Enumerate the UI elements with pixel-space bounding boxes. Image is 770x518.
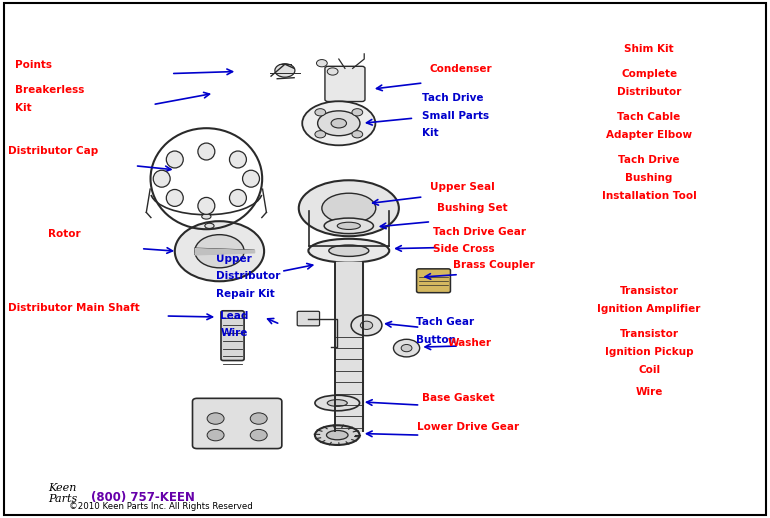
Ellipse shape	[198, 143, 215, 160]
Ellipse shape	[322, 193, 376, 223]
Ellipse shape	[198, 197, 215, 214]
Text: Breakerless: Breakerless	[15, 85, 85, 95]
Ellipse shape	[315, 425, 360, 445]
Text: Points: Points	[15, 60, 52, 69]
Circle shape	[250, 413, 267, 424]
Text: Rotor: Rotor	[48, 229, 80, 239]
Text: Complete: Complete	[621, 69, 677, 79]
Circle shape	[207, 413, 224, 424]
Text: Lead: Lead	[220, 311, 249, 321]
Text: (800) 757-KEEN: (800) 757-KEEN	[91, 491, 195, 504]
Text: Tach Cable: Tach Cable	[618, 112, 681, 122]
Text: Ignition Amplifier: Ignition Amplifier	[598, 304, 701, 313]
Text: Small Parts: Small Parts	[422, 111, 489, 121]
Circle shape	[275, 64, 295, 77]
Text: Wire: Wire	[220, 328, 248, 338]
Circle shape	[207, 429, 224, 441]
Circle shape	[250, 429, 267, 441]
Circle shape	[360, 321, 373, 329]
Text: Shim Kit: Shim Kit	[624, 44, 674, 53]
Ellipse shape	[315, 395, 360, 411]
Text: Repair Kit: Repair Kit	[216, 289, 274, 299]
Ellipse shape	[329, 245, 369, 256]
Ellipse shape	[299, 180, 399, 236]
Ellipse shape	[326, 430, 348, 440]
Circle shape	[315, 109, 326, 116]
Text: Condenser: Condenser	[430, 64, 492, 74]
Ellipse shape	[166, 190, 183, 206]
Circle shape	[352, 131, 363, 138]
Ellipse shape	[166, 151, 183, 168]
Text: Tach Drive: Tach Drive	[618, 155, 680, 165]
Text: Side Cross: Side Cross	[433, 244, 494, 254]
FancyBboxPatch shape	[325, 66, 365, 102]
Text: Ignition Pickup: Ignition Pickup	[604, 347, 694, 357]
Ellipse shape	[153, 170, 170, 187]
Ellipse shape	[317, 111, 360, 136]
Text: Distributor: Distributor	[617, 87, 681, 97]
Circle shape	[315, 131, 326, 138]
Text: Base Gasket: Base Gasket	[422, 393, 494, 402]
Circle shape	[175, 221, 264, 281]
Text: Kit: Kit	[422, 128, 439, 138]
Text: Distributor Cap: Distributor Cap	[8, 146, 98, 156]
Circle shape	[316, 60, 327, 67]
Ellipse shape	[327, 400, 347, 406]
Circle shape	[327, 68, 338, 75]
Circle shape	[393, 339, 420, 357]
Text: Wire: Wire	[635, 387, 663, 397]
Text: Washer: Washer	[448, 338, 492, 348]
Text: Bushing: Bushing	[625, 173, 673, 183]
Text: Installation Tool: Installation Tool	[601, 191, 697, 200]
Text: Keen
Parts: Keen Parts	[48, 483, 77, 505]
FancyBboxPatch shape	[221, 311, 244, 361]
Ellipse shape	[331, 119, 347, 128]
Circle shape	[195, 235, 244, 268]
FancyBboxPatch shape	[417, 269, 450, 293]
FancyBboxPatch shape	[297, 311, 320, 326]
Circle shape	[351, 315, 382, 336]
Ellipse shape	[308, 239, 390, 263]
Text: Coil: Coil	[638, 365, 660, 375]
Ellipse shape	[324, 218, 373, 234]
Text: Upper: Upper	[216, 254, 251, 264]
Text: Tach Gear: Tach Gear	[416, 317, 474, 327]
Ellipse shape	[205, 223, 214, 228]
Text: Kit: Kit	[15, 103, 32, 112]
Text: Tach Drive Gear: Tach Drive Gear	[433, 227, 526, 237]
Text: Distributor Main Shaft: Distributor Main Shaft	[8, 303, 139, 313]
Text: Adapter Elbow: Adapter Elbow	[606, 130, 692, 139]
Circle shape	[352, 109, 363, 116]
Text: Upper Seal: Upper Seal	[430, 182, 494, 192]
Text: ©2010 Keen Parts Inc. All Rights Reserved: ©2010 Keen Parts Inc. All Rights Reserve…	[69, 502, 253, 511]
Text: Bushing Set: Bushing Set	[437, 203, 508, 213]
Ellipse shape	[229, 190, 246, 206]
Text: Transistor: Transistor	[620, 286, 678, 296]
Circle shape	[401, 344, 412, 352]
Text: Distributor: Distributor	[216, 271, 280, 281]
Text: Lower Drive Gear: Lower Drive Gear	[417, 422, 520, 431]
Ellipse shape	[302, 102, 376, 146]
Text: Button: Button	[416, 335, 456, 344]
Ellipse shape	[229, 151, 246, 168]
Ellipse shape	[202, 214, 211, 219]
FancyBboxPatch shape	[192, 398, 282, 449]
Ellipse shape	[243, 170, 259, 187]
Text: Transistor: Transistor	[620, 329, 678, 339]
Text: Tach Drive: Tach Drive	[422, 93, 484, 103]
Text: Brass Coupler: Brass Coupler	[453, 260, 534, 270]
Ellipse shape	[337, 222, 360, 229]
